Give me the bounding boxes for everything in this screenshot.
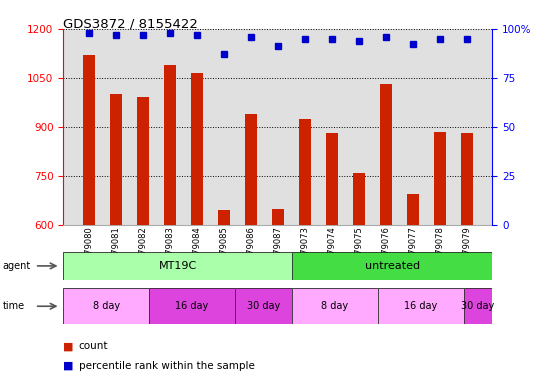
Bar	[272, 209, 284, 225]
Bar	[245, 114, 257, 225]
Bar	[299, 119, 311, 225]
Bar	[191, 73, 203, 225]
Bar	[137, 97, 149, 225]
Text: MT19C: MT19C	[158, 261, 197, 271]
Text: 16 day: 16 day	[404, 301, 437, 311]
Text: count: count	[79, 341, 108, 351]
Bar	[82, 55, 95, 225]
Bar	[164, 65, 176, 225]
Text: time: time	[3, 301, 25, 311]
Text: ■: ■	[63, 361, 74, 371]
Bar	[110, 94, 122, 225]
Text: 30 day: 30 day	[247, 301, 280, 311]
Text: GDS3872 / 8155422: GDS3872 / 8155422	[63, 17, 198, 30]
Bar	[326, 133, 338, 225]
Text: 8 day: 8 day	[321, 301, 349, 311]
Text: ■: ■	[63, 341, 74, 351]
Bar	[406, 194, 419, 225]
Text: 16 day: 16 day	[175, 301, 208, 311]
Bar	[379, 84, 392, 225]
Text: percentile rank within the sample: percentile rank within the sample	[79, 361, 255, 371]
Text: 30 day: 30 day	[461, 301, 494, 311]
Bar	[218, 210, 230, 225]
Bar	[353, 173, 365, 225]
Text: agent: agent	[3, 261, 31, 271]
Text: untreated: untreated	[365, 261, 420, 271]
Bar	[460, 132, 473, 225]
Bar	[433, 132, 446, 225]
Text: 8 day: 8 day	[92, 301, 120, 311]
